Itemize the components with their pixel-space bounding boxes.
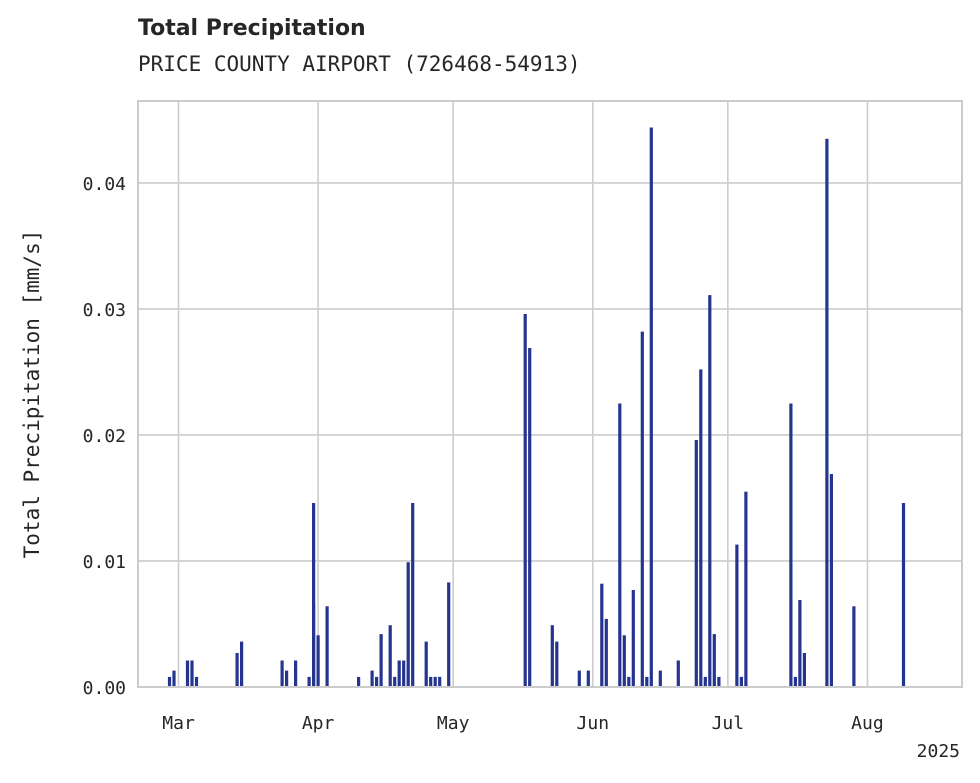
y-tick-label: 0.00	[83, 678, 126, 699]
precip-bar	[397, 660, 401, 687]
precip-bar	[793, 676, 797, 687]
precip-bar	[411, 503, 415, 687]
precip-bar	[577, 670, 581, 687]
x-tick-label: May	[437, 713, 470, 734]
precip-bar	[406, 562, 410, 687]
precip-bar	[379, 634, 383, 687]
precip-bar	[717, 676, 721, 687]
precip-bar	[185, 660, 190, 687]
precip-bar	[375, 676, 379, 687]
precip-bar	[640, 331, 644, 687]
precip-bar	[586, 670, 590, 687]
precip-bar	[528, 348, 532, 687]
precip-bar	[194, 676, 199, 687]
plot-frame	[137, 100, 963, 688]
precip-bar	[280, 660, 284, 687]
precip-bar	[699, 369, 703, 687]
plot-background	[138, 101, 962, 687]
precip-bar	[307, 676, 311, 687]
precip-bar	[618, 403, 622, 687]
x-tick-labels: Mar Apr May Jun Jul Aug	[162, 713, 883, 734]
y-tick-label: 0.01	[83, 552, 126, 573]
precip-bar	[708, 295, 712, 687]
precip-bar	[739, 676, 743, 687]
precip-bar	[645, 676, 649, 687]
precip-bar	[604, 618, 608, 687]
precip-bar	[357, 676, 361, 687]
precip-bar	[735, 544, 739, 687]
precip-bar	[744, 491, 748, 687]
precip-bar	[825, 138, 829, 688]
precip-bar	[393, 676, 397, 687]
precip-bar	[167, 676, 172, 687]
precip-bar	[627, 676, 631, 687]
grid-layer	[138, 101, 962, 687]
precip-bar	[312, 503, 316, 687]
precip-bar	[802, 653, 806, 687]
precip-bar	[240, 641, 244, 687]
precip-bar	[433, 676, 437, 687]
precip-bar	[429, 676, 433, 687]
precip-bar	[658, 670, 662, 687]
precip-bar	[852, 606, 856, 687]
chart-subtitle: PRICE COUNTY AIRPORT (726468-54913)	[138, 52, 581, 76]
y-tick-label: 0.03	[83, 300, 126, 321]
precip-bar	[447, 582, 451, 687]
precip-bar	[631, 590, 635, 687]
precip-bar	[829, 474, 833, 687]
precip-bar	[190, 660, 194, 687]
precip-bar	[438, 676, 442, 687]
precip-bar	[550, 625, 554, 687]
x-tick-label: Jul	[712, 713, 745, 734]
x-tick-label: Mar	[162, 713, 195, 734]
precip-bar	[649, 127, 653, 687]
x-tick-label: Aug	[851, 713, 884, 734]
precip-bar	[789, 403, 793, 687]
precip-bar	[285, 670, 289, 687]
precip-bar	[370, 670, 374, 687]
precip-bar	[555, 641, 559, 687]
x-tick-label: Apr	[302, 713, 335, 734]
precip-bar	[325, 606, 329, 687]
precip-bar	[172, 670, 176, 687]
precip-bar	[676, 660, 680, 687]
y-tick-labels: 0.00 0.01 0.02 0.03 0.04	[83, 174, 126, 699]
precip-bar	[694, 440, 698, 687]
y-tick-label: 0.02	[83, 426, 126, 447]
precip-bar	[703, 676, 707, 687]
x-tick-label: Jun	[577, 713, 610, 734]
precip-bar	[523, 314, 527, 687]
precip-bar	[424, 641, 428, 687]
precip-bar	[388, 625, 392, 687]
precip-bar	[316, 635, 320, 687]
y-axis-label: Total Precipitation [mm/s]	[20, 230, 44, 559]
precip-bar	[235, 653, 239, 687]
precip-bar	[712, 634, 716, 687]
precip-bar	[622, 635, 626, 687]
y-tick-label: 0.04	[83, 174, 126, 195]
precip-bar	[901, 503, 906, 687]
x-offset-label: 2025	[917, 741, 960, 762]
precip-bar	[294, 660, 298, 687]
chart-title: Total Precipitation	[138, 16, 366, 41]
precip-bar	[402, 660, 406, 687]
precip-bar	[798, 600, 802, 687]
precip-bar	[600, 583, 604, 687]
